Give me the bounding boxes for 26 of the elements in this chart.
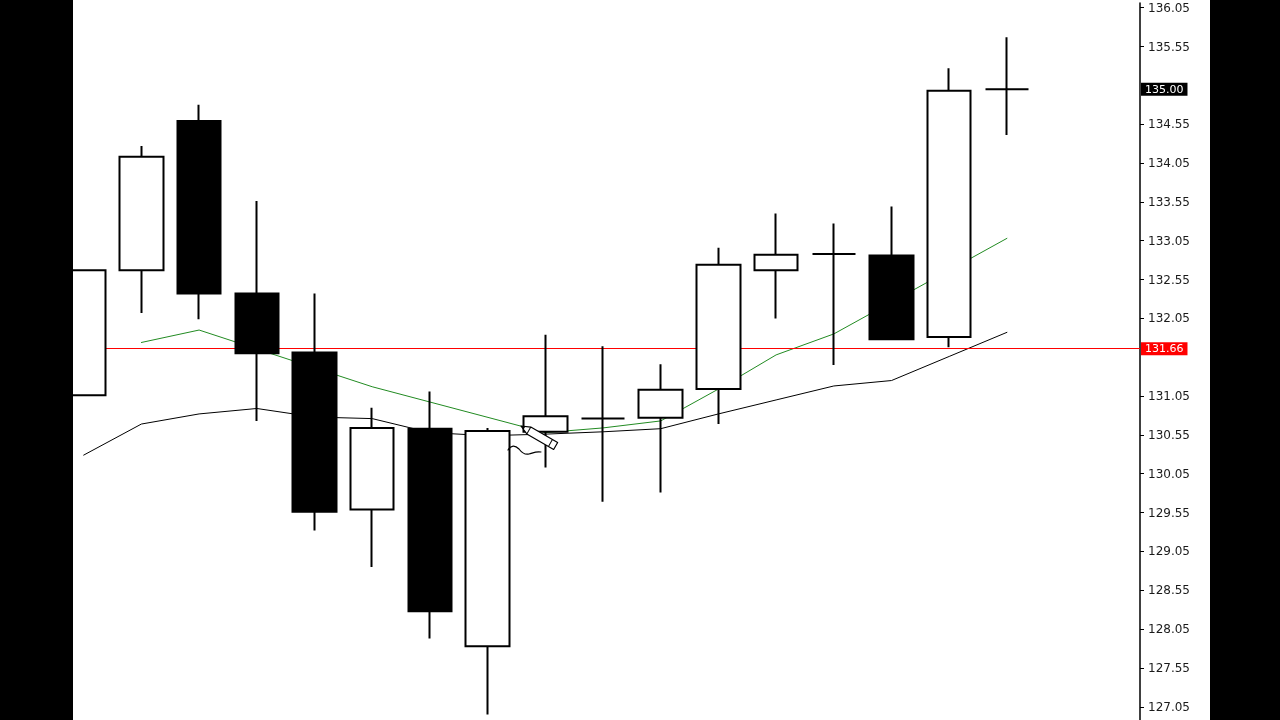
y-tick-label: 132.05 (1148, 311, 1190, 326)
y-tick-label: 133.05 (1148, 233, 1190, 248)
candlestick (176, 103, 222, 321)
candlestick (984, 36, 1030, 137)
y-tick-label: 130.05 (1148, 466, 1190, 481)
candlestick (811, 222, 857, 366)
text: 135.00 (1145, 82, 1184, 96)
y-tick-label: 128.55 (1148, 583, 1190, 598)
y-tick-label: 136.05 (1148, 0, 1190, 15)
y-tick-label: 133.55 (1148, 194, 1190, 209)
y-tick-label: 129.55 (1148, 505, 1190, 520)
y-tick-label: 135.55 (1148, 39, 1190, 54)
ref-line-label: 131.66 (1145, 342, 1184, 356)
y-tick-label: 127.55 (1148, 660, 1190, 675)
candlestick (868, 205, 915, 341)
y-tick-label: 134.05 (1148, 156, 1190, 171)
candlestick (118, 144, 165, 314)
y-tick-label: 131.05 (1148, 389, 1190, 404)
y-tick-label: 129.05 (1148, 544, 1190, 559)
y-tick-label: 132.55 (1148, 272, 1190, 287)
y-tick-label: 130.55 (1148, 427, 1190, 442)
candlestick (753, 212, 799, 320)
y-tick-label: 127.05 (1148, 699, 1190, 714)
candlestick (926, 67, 972, 349)
y-tick-label: 128.05 (1148, 622, 1190, 637)
y-tick-label: 134.55 (1148, 117, 1190, 132)
